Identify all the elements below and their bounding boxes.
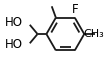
Text: F: F xyxy=(72,3,78,16)
Text: HO: HO xyxy=(4,16,22,29)
Text: HO: HO xyxy=(4,38,22,51)
Text: CH₃: CH₃ xyxy=(83,29,104,39)
